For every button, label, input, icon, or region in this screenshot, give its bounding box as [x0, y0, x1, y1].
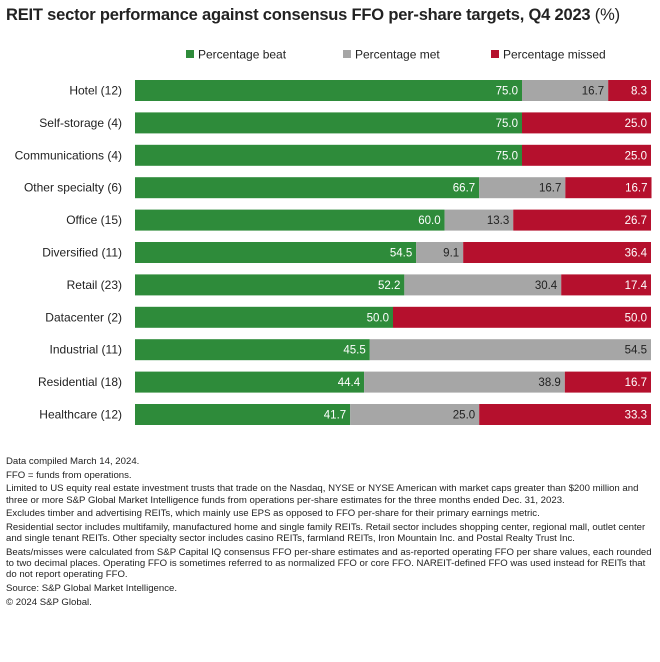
footnote: © 2024 S&P Global. [6, 596, 92, 608]
bar-segment-missed [393, 306, 651, 328]
stacked-bar-chart: Percentage beat Percentage met Percentage … [15, 48, 652, 425]
data-label-met: 16.7 [539, 183, 561, 195]
bar-segment-missed [608, 80, 651, 101]
data-label-missed: 17.4 [625, 280, 648, 292]
category-label: Healthcare (12) [39, 408, 122, 422]
bar-segment-beat [135, 371, 365, 393]
legend-swatch-beat [186, 50, 194, 58]
footnote: Excludes timber and advertising REITs, w… [6, 508, 540, 520]
bar-segment-missed [564, 371, 651, 393]
bar-segment-missed [513, 209, 651, 231]
footnote: FFO = funds from operations. [6, 469, 132, 481]
data-label-missed: 33.3 [625, 410, 647, 422]
bar-segment-beat [135, 209, 445, 231]
category-label: Residential (18) [38, 375, 122, 389]
data-label-beat: 75.0 [496, 150, 518, 162]
data-label-missed: 8.3 [631, 86, 647, 98]
data-label-beat: 60.0 [418, 215, 440, 227]
bar-segment-met [479, 177, 566, 199]
category-label: Datacenter (2) [45, 310, 122, 324]
bar-segment-met [416, 242, 464, 263]
data-label-met: 25.0 [453, 410, 475, 422]
bar-segment-beat [135, 144, 522, 166]
data-label-missed: 36.4 [625, 248, 648, 260]
category-label: Industrial (11) [50, 343, 122, 357]
bar-segment-missed [561, 274, 651, 296]
category-label: Diversified (11) [42, 246, 122, 260]
bar-segment-beat [135, 112, 522, 134]
bar-segment-met [444, 209, 514, 231]
data-label-met: 38.9 [538, 377, 560, 389]
bar-segment-missed [479, 404, 651, 425]
footnote: Beats/misses were calculated from S&P Ca… [6, 546, 652, 581]
bar-segment-met [522, 80, 609, 101]
bar-segment-beat [135, 80, 522, 101]
data-label-beat: 54.5 [390, 248, 412, 260]
footnote: Data compiled March 14, 2024. [6, 456, 140, 467]
data-label-met: 54.5 [625, 345, 647, 357]
bar-segment-missed [565, 177, 652, 199]
bar-segment-missed [463, 242, 651, 263]
bar-segment-met [369, 339, 651, 361]
legend-label-met: Percentage met [355, 48, 440, 62]
data-label-beat: 45.5 [343, 345, 365, 357]
bar-segment-beat [135, 339, 370, 361]
data-label-beat: 66.7 [453, 183, 475, 195]
legend-label-missed: Percentage missed [503, 48, 606, 62]
data-label-met: 13.3 [487, 215, 509, 227]
bar-segment-beat [135, 274, 405, 296]
bar-segment-missed [522, 112, 651, 134]
bar-segment-met [364, 371, 565, 393]
bar-segment-met [404, 274, 562, 296]
data-label-met: 16.7 [582, 86, 604, 98]
footnote: Residential sector includes multifamily,… [6, 522, 646, 545]
data-label-beat: 44.4 [338, 377, 361, 389]
bar-segment-beat [135, 306, 393, 328]
data-label-missed: 16.7 [625, 183, 647, 195]
data-label-missed: 26.7 [625, 215, 647, 227]
chart-title: REIT sector performance against consensu… [6, 6, 656, 25]
category-label: Office (15) [66, 213, 122, 227]
bar-segment-beat [135, 242, 417, 263]
bar-segment-beat [135, 177, 480, 199]
data-label-met: 9.1 [443, 248, 459, 260]
legend-label-beat: Percentage beat [198, 48, 287, 62]
category-label: Retail (23) [67, 278, 122, 292]
data-label-missed: 16.7 [625, 377, 647, 389]
category-label: Self-storage (4) [39, 116, 122, 130]
category-label: Communications (4) [15, 148, 122, 162]
footnote: Source: S&P Global Market Intelligence. [6, 583, 178, 595]
legend-swatch-met [343, 50, 351, 58]
data-label-missed: 25.0 [625, 118, 647, 130]
bar-segment-missed [522, 144, 651, 166]
chart-title-unit: (%) [594, 6, 620, 24]
chart-footnotes: Data compiled March 14, 2024. FFO = fund… [6, 456, 654, 610]
data-label-beat: 75.0 [496, 86, 518, 98]
legend-swatch-missed [491, 50, 499, 58]
data-label-missed: 25.0 [625, 150, 647, 162]
bar-segment-met [350, 404, 480, 425]
category-label: Other specialty (6) [24, 181, 122, 195]
bar-segment-beat [135, 404, 351, 425]
data-label-beat: 75.0 [496, 118, 518, 130]
data-label-beat: 50.0 [367, 312, 389, 324]
chart-title-text: REIT sector performance against consensu… [6, 6, 591, 24]
data-label-beat: 52.2 [378, 280, 400, 292]
category-label: Hotel (12) [69, 84, 122, 98]
data-label-beat: 41.7 [324, 410, 346, 422]
footnote: Limited to US equity real estate investm… [6, 483, 639, 506]
data-label-met: 30.4 [535, 280, 558, 292]
data-label-missed: 50.0 [625, 312, 647, 324]
